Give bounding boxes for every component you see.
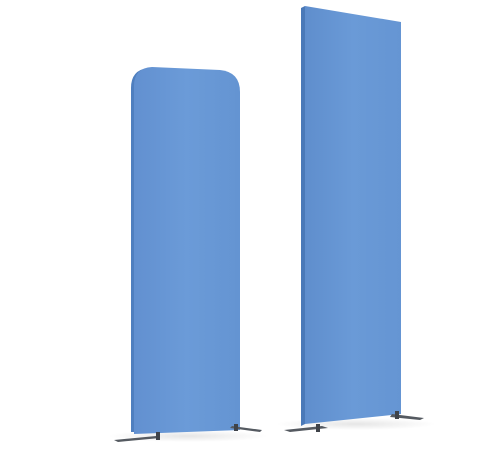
stand-feet-right	[284, 411, 424, 432]
banner-stand-rounded	[114, 67, 262, 442]
banner-fabric-right	[305, 6, 401, 424]
banner-edge-right	[301, 6, 305, 426]
banner-edge-left	[131, 68, 152, 432]
stand-feet-left	[114, 424, 262, 442]
banner-stand-rectangular	[284, 6, 424, 432]
floor-shadow-right	[276, 418, 436, 430]
banner-fabric-left	[134, 67, 240, 434]
